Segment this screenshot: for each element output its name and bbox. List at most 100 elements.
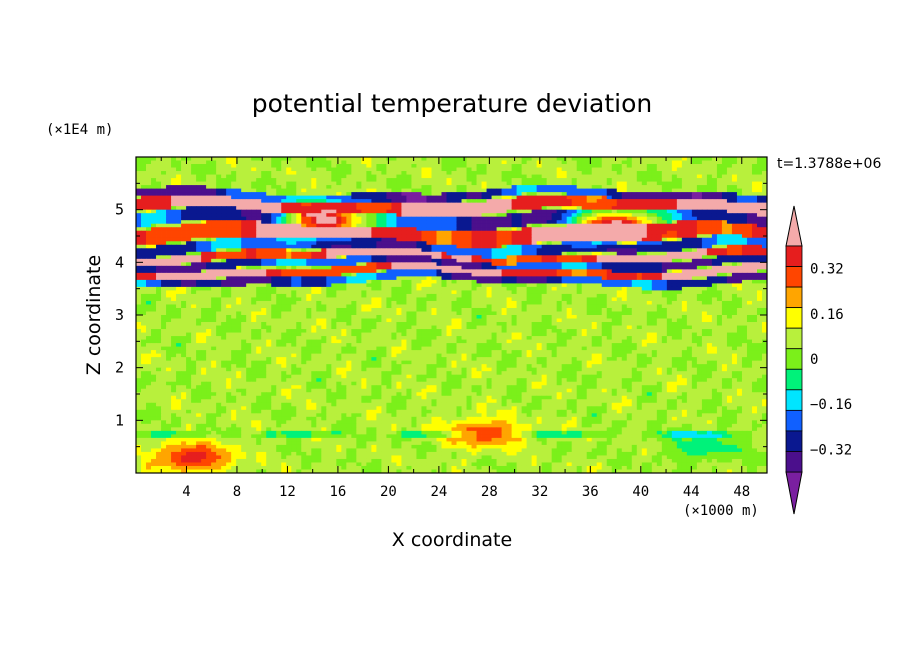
contour-cell <box>151 234 157 239</box>
contour-cell <box>371 213 377 218</box>
contour-cell <box>151 248 157 253</box>
contour-cell <box>491 248 497 253</box>
contour-cell <box>301 181 307 186</box>
contour-cell <box>291 251 297 256</box>
contour-cell <box>501 220 507 225</box>
contour-cell <box>181 167 187 172</box>
contour-cell <box>551 276 558 281</box>
contour-cell <box>176 237 182 242</box>
contour-cell <box>531 251 538 256</box>
contour-cell <box>421 227 427 232</box>
contour-cell <box>591 192 598 197</box>
contour-cell <box>261 262 267 267</box>
contour-cell <box>686 178 693 182</box>
contour-cell <box>391 269 397 274</box>
contour-cell <box>526 213 533 218</box>
contour-cell <box>226 230 232 235</box>
contour-cell <box>206 262 212 267</box>
contour-cell <box>366 262 372 267</box>
contour-cell <box>361 279 367 284</box>
contour-cell <box>681 213 688 218</box>
contour-cell <box>346 262 352 267</box>
contour-cell <box>391 195 397 200</box>
contour-cell <box>526 195 533 200</box>
contour-cell <box>606 276 613 281</box>
contour-cell <box>451 286 457 291</box>
contour-cell <box>456 290 462 295</box>
contour-cell <box>356 160 362 165</box>
contour-cell <box>731 272 738 277</box>
contour-cell <box>481 293 487 298</box>
contour-cell <box>141 216 147 221</box>
contour-cell <box>546 192 553 197</box>
contour-cell <box>176 188 182 193</box>
contour-cell <box>736 157 743 161</box>
contour-cell <box>206 251 212 256</box>
contour-cell <box>706 244 713 249</box>
contour-cell <box>536 290 543 295</box>
contour-cell <box>556 202 563 207</box>
contour-cell <box>401 213 407 218</box>
contour-cell <box>171 227 177 232</box>
contour-cell <box>586 223 593 228</box>
contour-cell <box>501 188 507 193</box>
contour-cell <box>606 185 613 189</box>
contour-cell <box>266 255 272 260</box>
contour-cell <box>686 188 693 193</box>
contour-cell <box>366 258 372 263</box>
contour-cell <box>146 206 152 211</box>
contour-cell <box>311 230 317 235</box>
contour-cell <box>476 213 482 218</box>
contour-cell <box>626 234 633 239</box>
contour-cell <box>681 223 688 228</box>
contour-cell <box>711 251 718 256</box>
contour-cell <box>251 164 257 168</box>
contour-cell <box>216 286 222 291</box>
contour-cell <box>261 234 267 239</box>
contour-cell <box>336 272 342 277</box>
contour-cell <box>376 171 382 175</box>
contour-cell <box>296 174 302 179</box>
contour-cell <box>281 230 287 235</box>
contour-cell <box>386 185 392 189</box>
contour-cell <box>281 174 287 179</box>
contour-cell <box>516 199 523 204</box>
contour-cell <box>236 216 242 221</box>
contour-cell <box>616 262 623 267</box>
contour-cell <box>451 157 457 161</box>
contour-cell <box>311 262 317 267</box>
contour-cell <box>281 160 287 165</box>
contour-cell <box>531 269 538 274</box>
contour-cell <box>441 269 447 274</box>
contour-cell <box>286 192 292 197</box>
contour-cell <box>436 255 442 260</box>
contour-cell <box>426 241 432 246</box>
contour-cell <box>651 283 658 288</box>
contour-cell <box>306 265 312 270</box>
contour-cell <box>651 248 658 253</box>
contour-cell <box>416 241 422 246</box>
contour-cell <box>381 192 387 197</box>
contour-cell <box>241 188 247 193</box>
contour-cell <box>671 181 678 186</box>
contour-cell <box>186 157 192 161</box>
contour-cell <box>646 171 653 175</box>
contour-cell <box>251 220 257 225</box>
contour-cell <box>326 199 332 204</box>
contour-cell <box>756 283 763 288</box>
contour-cell <box>301 167 307 172</box>
contour-cell <box>291 234 297 239</box>
contour-cell <box>221 202 227 207</box>
contour-cell <box>276 258 282 263</box>
contour-cell <box>746 160 753 165</box>
contour-cell <box>421 199 427 204</box>
contour-cell <box>571 234 578 239</box>
contour-cell <box>256 192 262 197</box>
contour-cell <box>506 283 512 288</box>
contour-cell <box>601 199 608 204</box>
contour-cell <box>226 223 232 228</box>
contour-cell <box>606 279 613 284</box>
contour-cell <box>696 206 703 211</box>
contour-cell <box>521 202 528 207</box>
contour-cell <box>526 157 533 161</box>
